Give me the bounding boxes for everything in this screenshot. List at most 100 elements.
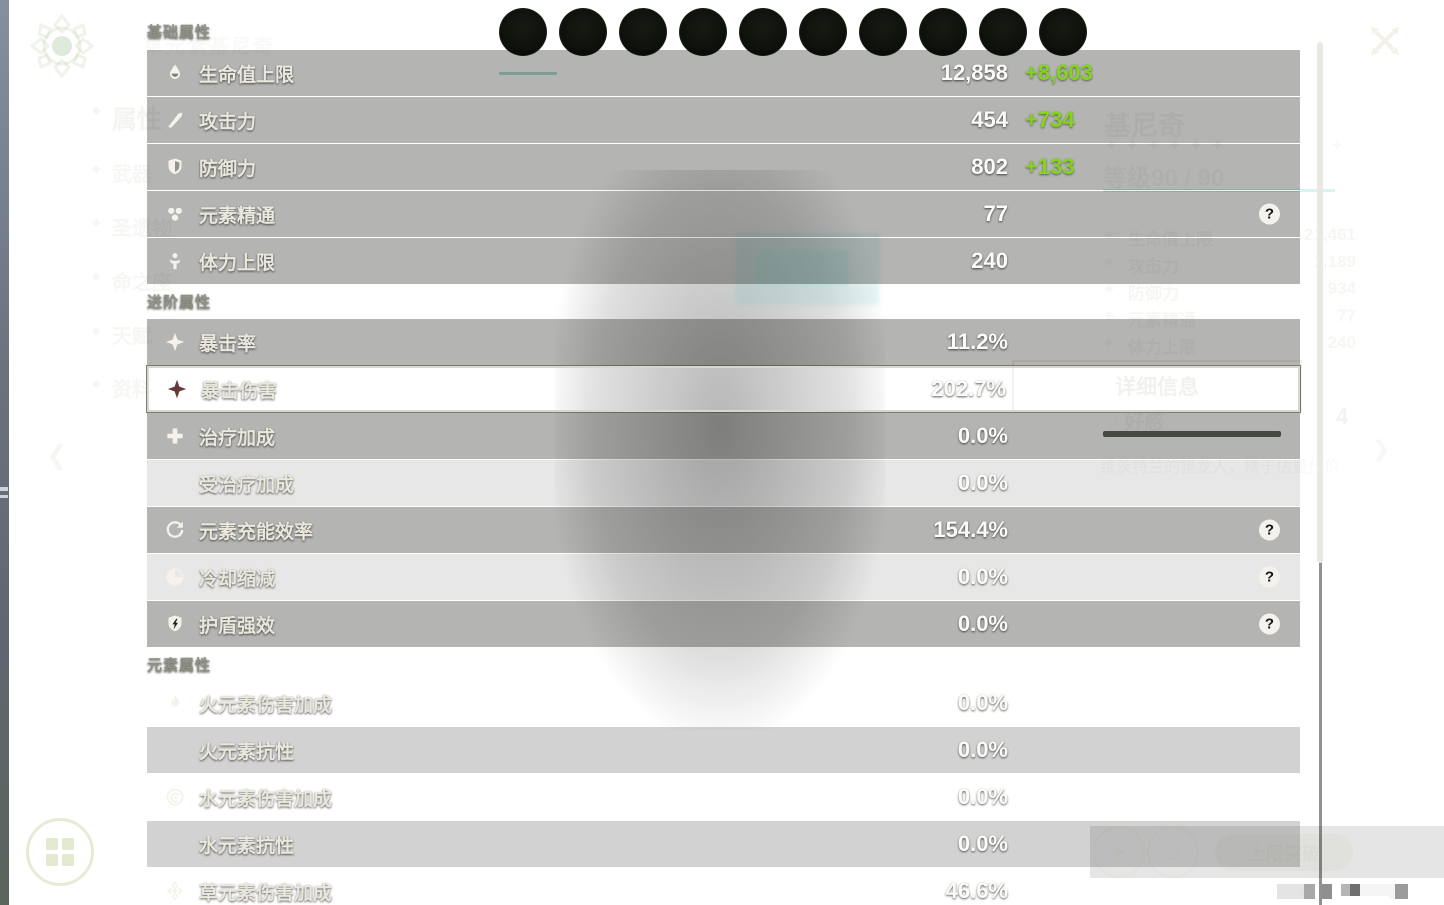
- stamina-icon: [164, 250, 186, 272]
- scrollbar-track[interactable]: [1319, 560, 1322, 905]
- stat-row[interactable]: 防御力 802 +133: [147, 144, 1300, 190]
- party-setup-button: [26, 818, 94, 886]
- help-icon[interactable]: ?: [1259, 566, 1280, 588]
- scrollbar-thumb[interactable]: [1317, 42, 1323, 563]
- stat-row[interactable]: 元素充能效率 154.4%?: [147, 507, 1300, 553]
- diamond-bullet-icon: ◆: [92, 105, 101, 117]
- stat-value: 0.0%: [957, 470, 1008, 495]
- stat-value: 240: [971, 248, 1008, 273]
- stat-value: 11.2%: [946, 329, 1008, 354]
- stat-row[interactable]: 火元素伤害加成 0.0%: [147, 680, 1300, 726]
- stat-label: 元素充能效率: [199, 521, 314, 543]
- no-icon: [164, 833, 186, 855]
- diamond-bullet-icon: ◆: [92, 271, 101, 283]
- grid-icon: [46, 838, 74, 866]
- stat-row[interactable]: 暴击伤害 202.7%: [147, 366, 1300, 412]
- stat-row[interactable]: 护盾强效 0.0%?: [147, 601, 1300, 647]
- censored-uid-mosaic: [1277, 884, 1408, 900]
- cooldown-icon: [164, 566, 186, 588]
- stat-row[interactable]: 治疗加成 0.0%: [147, 413, 1300, 459]
- stat-value: 454: [971, 107, 1008, 132]
- stat-value: 202.7%: [931, 376, 1006, 401]
- card-bolt-icon: ⚡: [1111, 839, 1127, 864]
- help-icon[interactable]: ?: [1259, 613, 1280, 635]
- bg-stat-row: ◈ 体力上限 240: [1104, 330, 1356, 357]
- chevron-right-icon: ❯: [1372, 436, 1391, 461]
- stat-row[interactable]: 元素精通 77?: [147, 191, 1300, 237]
- stat-row[interactable]: 暴击率 11.2%: [147, 319, 1300, 365]
- dendro-icon: [164, 880, 186, 902]
- sidebar-item-profile: ◆ 资料: [92, 378, 152, 401]
- stat-label: 冷却缩减: [199, 568, 276, 590]
- bg-ascend-button: 上限突破: [1215, 834, 1353, 871]
- crit-rate-icon: [164, 331, 186, 353]
- stat-label: 护盾强效: [199, 615, 276, 637]
- sidebar-item-weapon: ◆ 武器: [92, 163, 152, 186]
- bg-character-name: 基尼奇: [1104, 111, 1185, 141]
- hanger-icon: ⌂: [1166, 839, 1180, 864]
- section-base-attributes: 基础属性 生命值上限 12,858 +8,603 攻击力 454 +734 防御力 802 +1…: [147, 22, 1300, 284]
- stat-value: 0.0%: [957, 564, 1008, 589]
- party-avatar: [1039, 8, 1087, 56]
- stat-value: 0.0%: [957, 831, 1008, 856]
- bg-stat-label: 生命值上限: [1128, 230, 1213, 249]
- close-button[interactable]: [1362, 18, 1408, 64]
- hydro-icon: [164, 786, 186, 808]
- stat-value: 0.0%: [957, 737, 1008, 762]
- stat-label: 体力上限: [199, 252, 276, 274]
- party-avatar: [559, 8, 607, 56]
- bg-stat-icon: ◈: [1104, 334, 1114, 349]
- bg-stat-label: 防御力: [1128, 284, 1179, 303]
- bg-stat-value: 77: [1337, 306, 1356, 325]
- bg-stat-icon: ◈: [1104, 280, 1114, 295]
- bg-stat-icon: ◈: [1104, 253, 1114, 268]
- stat-row[interactable]: 火元素抗性 0.0%: [147, 727, 1300, 773]
- stat-row[interactable]: 生命值上限 12,858 +8,603: [147, 50, 1300, 96]
- help-icon[interactable]: ?: [1259, 519, 1280, 541]
- selected-avatar-underline: [499, 72, 557, 75]
- bg-friendship-level: 4: [1336, 404, 1349, 429]
- bg-teal-divider: [1103, 189, 1335, 192]
- stat-value: 0.0%: [957, 784, 1008, 809]
- no-icon: [164, 739, 186, 761]
- stat-value: 802: [971, 154, 1008, 179]
- stat-label: 草元素伤害加成: [199, 882, 333, 904]
- bg-character-level: 等级90 / 90: [1103, 165, 1225, 192]
- stat-label: 火元素伤害加成: [199, 694, 333, 716]
- sidebar-item-artifacts: ◆ 圣遗物: [92, 217, 172, 240]
- party-avatar: [799, 8, 847, 56]
- edge-marker: [0, 487, 8, 491]
- stat-row[interactable]: 体力上限 240: [147, 238, 1300, 284]
- world-edge-sliver: [0, 0, 9, 905]
- bg-divider: [1103, 431, 1281, 437]
- bg-stat-row: ◈ 攻击力 1,189: [1104, 249, 1356, 276]
- bg-stat-row: ◈ 防御力 934: [1104, 276, 1356, 303]
- bg-friendship-row: ♡ 好感: [1104, 406, 1164, 435]
- stat-row[interactable]: 冷却缩减 0.0%?: [147, 554, 1300, 600]
- sidebar-item-talents: ◆ 天赋: [92, 325, 152, 348]
- shield-strength-icon: [164, 613, 186, 635]
- stat-row[interactable]: 草元素伤害加成 46.6%: [147, 868, 1300, 905]
- edge-marker: [0, 495, 8, 498]
- bg-character-description: 维茨特兰的猎龙人，精于估量代价: [1100, 459, 1341, 476]
- stat-bonus-value: +734: [1025, 107, 1075, 132]
- hp-icon: [164, 62, 186, 84]
- stat-row[interactable]: 攻击力 454 +734: [147, 97, 1300, 143]
- dendro-element-emblem-icon: [29, 13, 95, 79]
- help-icon[interactable]: ?: [1259, 203, 1280, 225]
- close-icon: [1371, 27, 1399, 55]
- diamond-bullet-icon: ◆: [92, 325, 101, 337]
- stat-row[interactable]: 水元素抗性 0.0%: [147, 821, 1300, 867]
- diamond-bullet-icon: ◆: [92, 217, 101, 229]
- bg-rarity-stars: ✦✦✦✦✦✦: [1104, 136, 1232, 155]
- stat-label: 暴击率: [199, 333, 257, 355]
- stat-label: 元素精通: [199, 205, 276, 227]
- bg-details-button-label: 详细信息: [1115, 376, 1199, 399]
- bg-stat-label: 元素精通: [1128, 311, 1196, 330]
- party-avatar: [919, 8, 967, 56]
- stat-value: 0.0%: [957, 423, 1008, 448]
- stat-row[interactable]: 受治疗加成 0.0%: [147, 460, 1300, 506]
- stat-row[interactable]: 水元素伤害加成 0.0%: [147, 774, 1300, 820]
- stat-label: 防御力: [199, 158, 257, 180]
- atk-icon: [164, 109, 186, 131]
